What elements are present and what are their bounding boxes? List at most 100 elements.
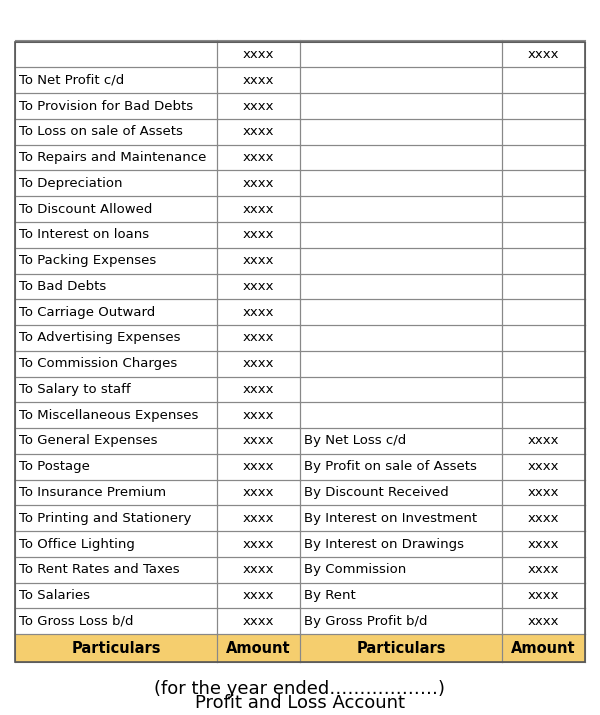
Bar: [217, 608, 300, 634]
Bar: [15, 608, 217, 634]
Text: xxxx: xxxx: [243, 332, 274, 345]
Text: By Interest on Drawings: By Interest on Drawings: [304, 538, 464, 551]
Bar: [502, 403, 585, 428]
Bar: [217, 531, 300, 557]
Bar: [502, 170, 585, 196]
Bar: [502, 480, 585, 506]
Bar: [300, 247, 502, 274]
Bar: [300, 119, 502, 144]
Bar: [15, 144, 217, 170]
Bar: [217, 377, 300, 403]
Bar: [217, 196, 300, 222]
Bar: [502, 196, 585, 222]
Text: xxxx: xxxx: [243, 280, 274, 293]
Bar: [217, 557, 300, 583]
Bar: [217, 454, 300, 480]
Text: By Rent: By Rent: [304, 589, 356, 602]
Text: To Salaries: To Salaries: [19, 589, 90, 602]
Bar: [217, 634, 300, 662]
Bar: [502, 351, 585, 377]
Bar: [15, 506, 217, 531]
Bar: [300, 454, 502, 480]
Text: xxxx: xxxx: [243, 74, 274, 87]
Bar: [217, 583, 300, 608]
Bar: [15, 531, 217, 557]
Bar: [15, 325, 217, 351]
Bar: [502, 557, 585, 583]
Bar: [15, 480, 217, 506]
Bar: [502, 428, 585, 454]
Text: xxxx: xxxx: [243, 305, 274, 319]
Bar: [300, 274, 502, 300]
Bar: [502, 531, 585, 557]
Bar: [502, 274, 585, 300]
Text: xxxx: xxxx: [243, 48, 274, 61]
Bar: [502, 634, 585, 662]
Text: By Profit on sale of Assets: By Profit on sale of Assets: [304, 460, 477, 473]
Bar: [300, 531, 502, 557]
Bar: [15, 300, 217, 325]
Bar: [300, 403, 502, 428]
Bar: [300, 428, 502, 454]
Bar: [15, 403, 217, 428]
Text: To Commission Charges: To Commission Charges: [19, 358, 177, 370]
Bar: [15, 634, 217, 662]
Bar: [217, 351, 300, 377]
Bar: [15, 377, 217, 403]
Bar: [502, 506, 585, 531]
Bar: [300, 93, 502, 119]
Text: To Office Lighting: To Office Lighting: [19, 538, 135, 551]
Bar: [300, 325, 502, 351]
Text: By Gross Profit b/d: By Gross Profit b/d: [304, 615, 427, 628]
Text: xxxx: xxxx: [528, 486, 559, 499]
Text: By Interest on Investment: By Interest on Investment: [304, 512, 477, 525]
Bar: [300, 144, 502, 170]
Bar: [15, 557, 217, 583]
Bar: [300, 196, 502, 222]
Bar: [300, 608, 502, 634]
Text: xxxx: xxxx: [243, 358, 274, 370]
Text: To Net Profit c/d: To Net Profit c/d: [19, 74, 124, 87]
Bar: [15, 583, 217, 608]
Text: xxxx: xxxx: [528, 589, 559, 602]
Text: To Salary to staff: To Salary to staff: [19, 383, 131, 396]
Text: To Interest on loans: To Interest on loans: [19, 228, 149, 242]
Text: Amount: Amount: [226, 641, 291, 656]
Bar: [15, 41, 585, 662]
Bar: [300, 300, 502, 325]
Text: To Provision for Bad Debts: To Provision for Bad Debts: [19, 99, 193, 112]
Text: xxxx: xxxx: [528, 538, 559, 551]
Bar: [217, 119, 300, 144]
Bar: [300, 557, 502, 583]
Bar: [15, 67, 217, 93]
Bar: [217, 506, 300, 531]
Text: xxxx: xxxx: [528, 48, 559, 61]
Text: xxxx: xxxx: [528, 512, 559, 525]
Text: xxxx: xxxx: [243, 383, 274, 396]
Text: xxxx: xxxx: [243, 486, 274, 499]
Bar: [15, 274, 217, 300]
Bar: [502, 325, 585, 351]
Bar: [300, 170, 502, 196]
Text: xxxx: xxxx: [243, 228, 274, 242]
Bar: [502, 608, 585, 634]
Text: To Printing and Stationery: To Printing and Stationery: [19, 512, 191, 525]
Bar: [502, 144, 585, 170]
Bar: [217, 247, 300, 274]
Bar: [15, 247, 217, 274]
Bar: [15, 222, 217, 247]
Bar: [15, 428, 217, 454]
Text: To Rent Rates and Taxes: To Rent Rates and Taxes: [19, 563, 179, 576]
Text: xxxx: xxxx: [243, 99, 274, 112]
Bar: [300, 480, 502, 506]
Text: (for the year ended………………): (for the year ended………………): [155, 680, 445, 698]
Bar: [300, 583, 502, 608]
Text: Particulars: Particulars: [356, 641, 446, 656]
Text: xxxx: xxxx: [243, 435, 274, 448]
Text: xxxx: xxxx: [243, 177, 274, 189]
Text: To Depreciation: To Depreciation: [19, 177, 122, 189]
Text: Amount: Amount: [511, 641, 576, 656]
Bar: [502, 583, 585, 608]
Bar: [217, 300, 300, 325]
Bar: [300, 634, 502, 662]
